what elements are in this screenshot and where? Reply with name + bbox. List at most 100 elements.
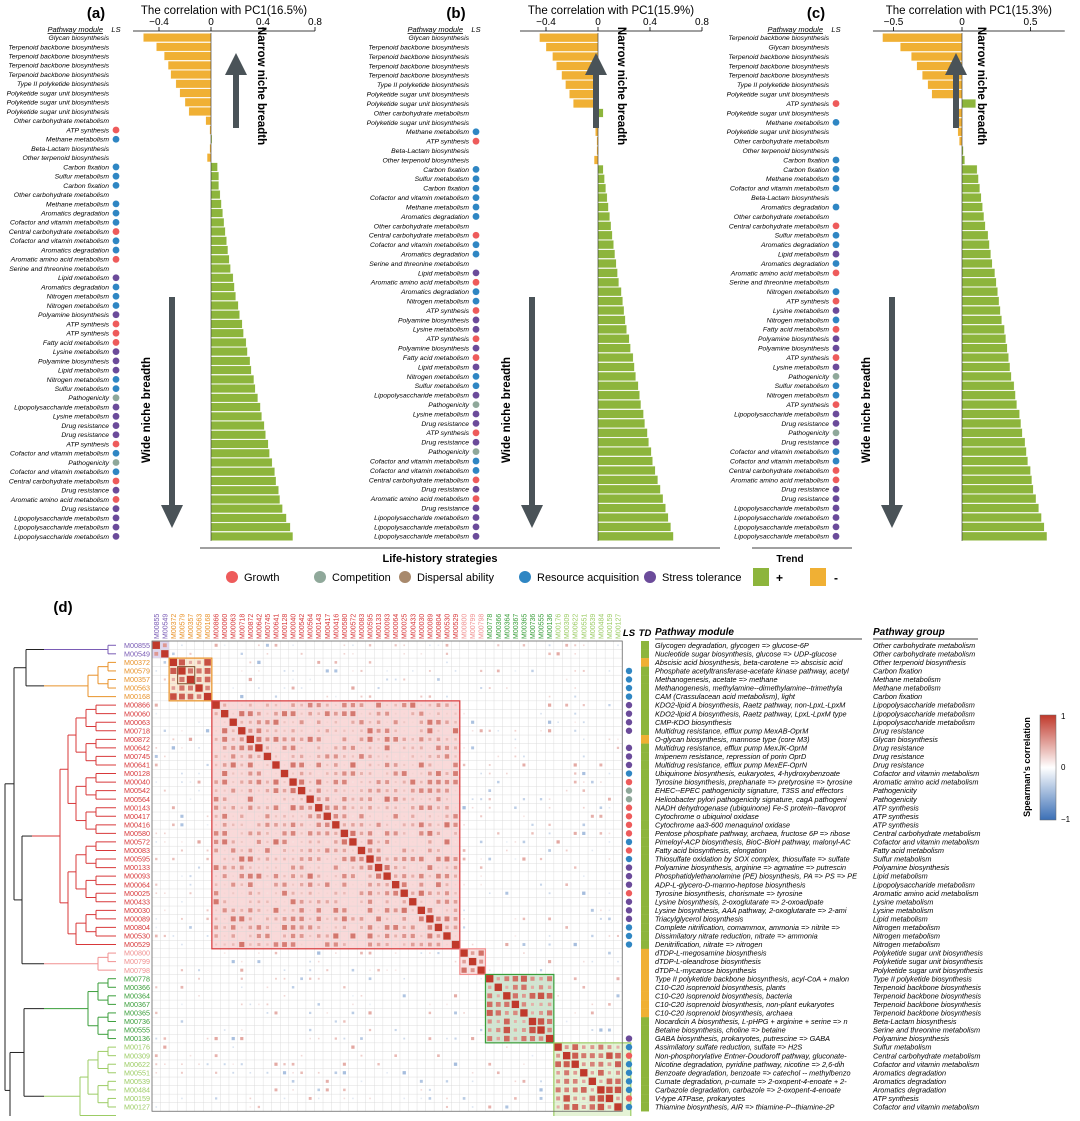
heatmap-cell [565, 849, 568, 852]
heatmap-cell [454, 1011, 457, 1015]
heatmap-cell [488, 892, 491, 895]
heatmap-cell [292, 670, 294, 672]
ls-dot [832, 118, 840, 126]
heatmap-cell [283, 977, 286, 980]
col-label: M00800 [462, 614, 469, 639]
category-label: Lipopolysaccharide metabolism [734, 515, 829, 522]
ls-dot [472, 128, 480, 136]
heatmap-cell [300, 746, 303, 749]
bar [210, 181, 219, 190]
bar [210, 513, 287, 523]
heatmap-cell [240, 652, 243, 655]
heatmap-cell [463, 712, 465, 715]
ls-dot [472, 448, 480, 456]
heatmap-cell [360, 951, 363, 955]
heatmap-cell [316, 720, 321, 724]
heatmap-cell [231, 754, 236, 759]
heatmap-cell [429, 747, 431, 749]
heatmap-cell [428, 737, 432, 741]
heatmap-cell [326, 781, 329, 784]
bar [210, 467, 275, 477]
heatmap-cell [368, 823, 372, 826]
heatmap-cell [273, 942, 279, 947]
heatmap-cell [367, 839, 373, 845]
x-tick-label: −0.5 [884, 17, 904, 28]
bar [597, 503, 666, 513]
heatmap-cell [582, 875, 585, 877]
heatmap-cell [521, 984, 527, 990]
heatmap-cell [248, 703, 252, 707]
heatmap-cell [410, 942, 415, 947]
bar [961, 164, 978, 174]
heatmap-cell [573, 1070, 578, 1075]
ls-dot [472, 523, 480, 531]
heatmap-cell [537, 992, 545, 1000]
heatmap-cell [608, 909, 611, 912]
heatmap-cell [411, 918, 414, 920]
heatmap-cell [316, 762, 322, 768]
heatmap-cell [292, 1089, 294, 1091]
bar [210, 504, 283, 514]
heatmap-cell [343, 1037, 346, 1040]
category-label: Cofactor and vitamin metabolism [370, 195, 469, 202]
heatmap-cell [377, 840, 380, 844]
heatmap-cell [290, 711, 296, 717]
heatmap-cell [214, 1036, 218, 1041]
ls-dot [625, 924, 633, 931]
heatmap-cell [290, 831, 296, 836]
heatmap-cell [172, 857, 175, 861]
heatmap-cell [317, 660, 321, 664]
heatmap-cell [215, 823, 218, 826]
bar [597, 494, 664, 504]
heatmap-cell [616, 977, 620, 981]
bar [210, 338, 247, 347]
heatmap-cell [444, 822, 450, 828]
heatmap-cell [574, 712, 577, 715]
heatmap-cell [571, 1060, 579, 1068]
category-label: Polyamine biosynthesis [398, 317, 470, 324]
heatmap-cell [308, 882, 313, 887]
heatmap-cell [283, 687, 286, 689]
heatmap-cell [326, 763, 329, 767]
pathway-module-text: C10-C20 isoprenoid biosynthesis, archaea [655, 1009, 793, 1018]
heatmap-cell [590, 908, 594, 912]
heatmap-cell [307, 702, 313, 708]
heatmap-cell [377, 934, 380, 938]
heatmap-cell [444, 754, 450, 759]
pathway-group-text: Serine and threonine metabolism [873, 1026, 980, 1035]
pathway-module-text: Tyrosine biosynthesis, prephanate => pre… [655, 778, 852, 787]
heatmap-cell [317, 951, 321, 955]
heatmap-cell [367, 728, 373, 734]
heatmap-cell [300, 892, 303, 895]
bar [210, 236, 227, 246]
heatmap-cell [513, 1020, 517, 1023]
heatmap-cell [437, 1054, 440, 1057]
heatmap-cell [454, 883, 457, 886]
ls-dot [472, 476, 480, 484]
bar-panel-a: (a) The correlation with PC1(16.5%)−0.4 0 0… [7, 5, 322, 541]
panel-label: (d) [53, 599, 72, 616]
ls-dot [472, 288, 480, 296]
heatmap-cell [360, 1054, 363, 1057]
heatmap-cell [556, 652, 560, 656]
col-label: M00745 [265, 614, 272, 639]
heatmap-cell [480, 798, 483, 801]
heatmap-cell [257, 866, 260, 869]
heatmap-cell [240, 986, 243, 989]
heatmap-cell [325, 942, 330, 947]
heatmap-cell [231, 934, 235, 938]
heatmap-cell [436, 934, 441, 938]
heatmap-cell [222, 763, 227, 767]
heatmap-cell [411, 883, 414, 886]
heatmap-cell [488, 798, 491, 801]
heatmap-cell [538, 985, 544, 990]
bar [210, 254, 230, 264]
heatmap-cell [496, 1071, 500, 1075]
ls-dot [832, 485, 840, 493]
heatmap-cell [240, 670, 243, 672]
heatmap-cell [360, 909, 363, 912]
heatmap-cell [265, 643, 269, 647]
ls-dot [112, 486, 120, 494]
heatmap-cell [403, 815, 406, 818]
heatmap-cell [154, 934, 158, 938]
